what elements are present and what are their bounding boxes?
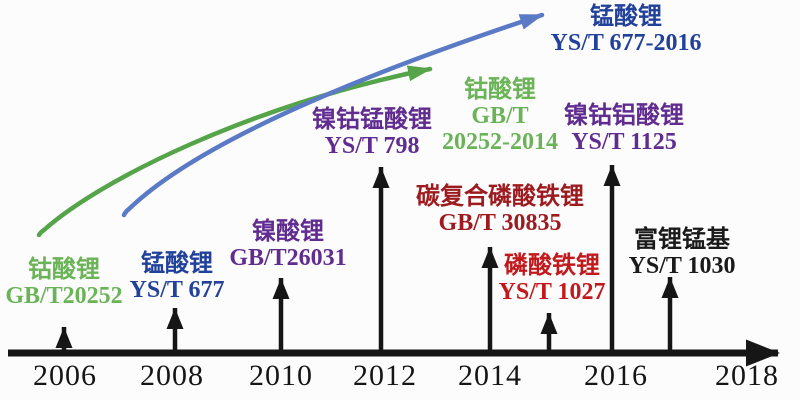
- label-nca-yst1125: 镍钴铝酸锂 YS/T 1125: [564, 103, 684, 155]
- material-name: 镍钴锰酸锂: [312, 107, 432, 133]
- material-name: 锰酸锂: [140, 251, 213, 277]
- standard-code: GB/T 30835: [438, 210, 562, 236]
- material-name: 磷酸铁锂: [503, 253, 600, 279]
- material-name: 钴酸锂: [27, 257, 100, 283]
- axis-year-2012: 2012: [353, 359, 417, 392]
- axis-year-2010: 2010: [249, 359, 313, 392]
- axis-year-2014: 2014: [458, 359, 522, 392]
- standard-code: YS/T 1125: [571, 129, 677, 155]
- standard-code: YS/T 798: [324, 133, 420, 159]
- standard-code: GB/T: [471, 103, 529, 129]
- label-lithium-manganate-yst677: 锰酸锂 YS/T 677: [130, 251, 225, 303]
- update-curve-manganate: [121, 12, 545, 218]
- axis-year-2018: 2018: [715, 359, 779, 392]
- label-lithium-nickelate-gbt26031: 镍酸锂 GB/T26031: [229, 219, 346, 271]
- standard-code: YS/T 1030: [628, 253, 736, 279]
- axis-year-2006: 2006: [33, 359, 97, 392]
- label-lfp-yst1027: 磷酸铁锂 YS/T 1027: [499, 253, 606, 305]
- axis-year-2008: 2008: [140, 359, 204, 392]
- standard-code: GB/T20252: [5, 283, 123, 309]
- material-name: 钴酸锂: [464, 77, 536, 103]
- label-carbon-composite-lfp-gbt30835: 碳复合磷酸铁锂 GB/T 30835: [416, 184, 584, 236]
- material-name: 碳复合磷酸铁锂: [416, 184, 584, 210]
- material-name: 锰酸锂: [589, 4, 662, 30]
- label-lithium-cobaltate-gbt20252: 钴酸锂 GB/T20252: [5, 257, 122, 309]
- material-name: 镍钴铝酸锂: [564, 103, 684, 129]
- event-arrows: [55, 165, 679, 350]
- label-lithium-manganate-yst677-2016: 锰酸锂 YS/T 677-2016: [551, 4, 702, 56]
- material-name: 镍酸锂: [251, 219, 324, 245]
- material-name: 富锂锰基: [633, 227, 730, 253]
- label-ncm-yst798: 镍钴锰酸锂 YS/T 798: [312, 107, 432, 159]
- label-lithium-cobaltate-gbt20252-2014: 钴酸锂 GB/T 20252-2014: [442, 77, 558, 155]
- standard-code: YS/T 1027: [498, 279, 606, 305]
- standard-code: YS/T 677: [129, 277, 225, 303]
- label-li-rich-mn-yst1030: 富锂锰基 YS/T 1030: [629, 227, 736, 279]
- standard-code: GB/T26031: [229, 245, 347, 271]
- standard-code-year: 20252-2014: [442, 129, 558, 155]
- axis-year-2016: 2016: [584, 359, 648, 392]
- standard-code: YS/T 677-2016: [550, 30, 702, 56]
